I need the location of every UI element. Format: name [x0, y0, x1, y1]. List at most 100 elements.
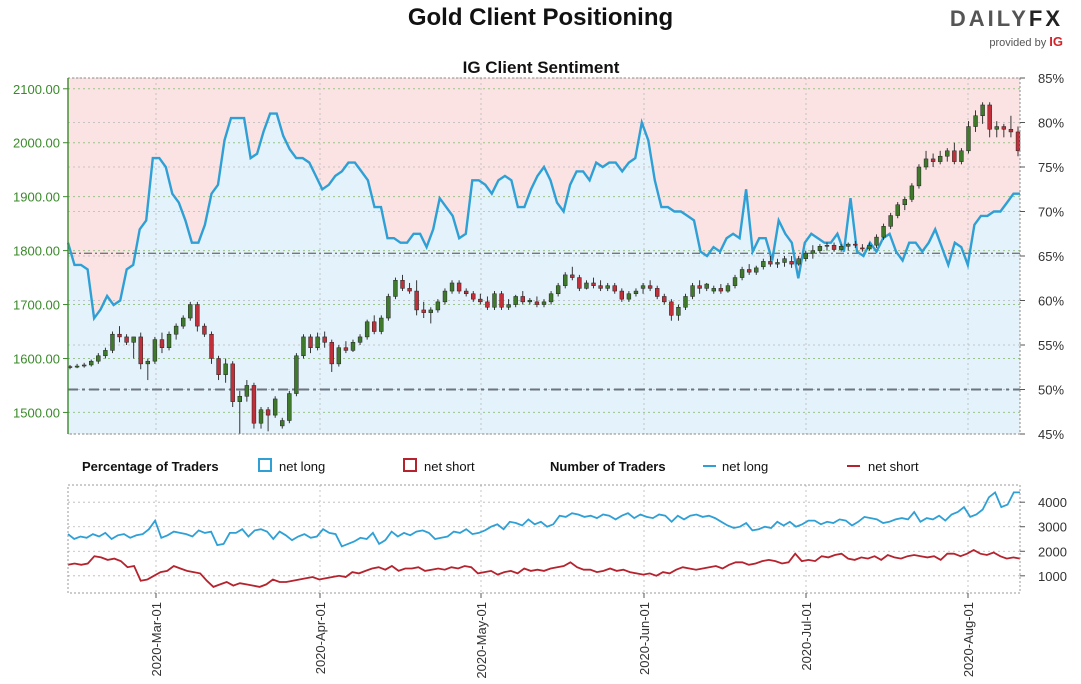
candle-body: [570, 274, 575, 278]
price-candle: [888, 212, 893, 230]
price-candle: [725, 282, 731, 293]
price-candle: [923, 150, 929, 170]
candle-body: [548, 293, 554, 303]
candle-body: [195, 304, 200, 327]
price-candle: [605, 282, 610, 292]
price-candle: [386, 293, 391, 321]
price-tick-label: 1500.00: [13, 405, 60, 420]
candle-body: [1015, 131, 1021, 152]
price-candle: [216, 355, 221, 381]
main-axes: 1500.00 1600.00 1700.00 1800.00 1900.00 2000.…: [13, 71, 1064, 442]
price-tick-label: 1900.00: [13, 190, 60, 205]
candle-body: [89, 360, 94, 366]
candle-body: [662, 296, 667, 303]
candle-body: [202, 325, 207, 335]
candle-body: [103, 350, 108, 357]
candle-body: [357, 336, 363, 343]
legend-pct-long-label: net long: [279, 459, 325, 474]
price-candle: [846, 242, 851, 251]
candle-body: [379, 317, 384, 332]
price-candle: [662, 293, 667, 305]
gold-price-candles: [67, 102, 1021, 434]
logo-ig: IG: [1049, 34, 1063, 49]
candle-body: [272, 398, 278, 416]
candle-body: [301, 336, 306, 357]
legend: Percentage of Traders net long net short…: [82, 458, 919, 474]
price-candle: [336, 345, 342, 367]
pct-tick-label: 65%: [1038, 249, 1064, 264]
traders-tick-label: 2000: [1038, 544, 1067, 559]
candle-body: [895, 204, 900, 216]
price-candle: [485, 296, 490, 310]
price-candle: [421, 301, 426, 319]
candle-body: [718, 288, 724, 292]
price-candle: [463, 288, 469, 297]
price-candle: [471, 291, 476, 302]
candle-body: [874, 236, 879, 246]
pct-tick-label: 45%: [1038, 427, 1064, 442]
candle-body: [640, 285, 646, 289]
candle-body: [584, 282, 589, 289]
pct-tick-label: 75%: [1038, 160, 1064, 175]
price-candle: [909, 183, 915, 203]
candle-body: [846, 243, 851, 247]
price-tick-label: 1800.00: [13, 244, 60, 259]
candle-body: [563, 274, 568, 286]
candle-body: [471, 293, 476, 300]
candle-body: [973, 115, 978, 127]
price-candle: [499, 291, 504, 310]
candle-body: [442, 290, 448, 303]
price-candle: [895, 202, 900, 219]
candle-body: [782, 258, 787, 263]
price-candle: [619, 288, 625, 302]
legend-num-short-label: net short: [868, 459, 919, 474]
candle-body: [124, 336, 129, 343]
price-candle: [534, 296, 540, 308]
price-candle: [357, 334, 363, 345]
net-long-percentage-line: [66, 112, 1020, 322]
pct-tick-label: 50%: [1038, 383, 1064, 398]
pct-tick-label: 85%: [1038, 71, 1064, 86]
price-candle: [251, 382, 257, 429]
chart-title: Gold Client Positioning: [407, 4, 674, 31]
price-candle: [541, 299, 547, 308]
traders-axes: 1000 2000 3000 4000: [67, 484, 1067, 594]
price-candle: [761, 258, 766, 270]
candle-body: [315, 336, 320, 348]
candle-body: [754, 267, 759, 273]
price-candle: [209, 331, 214, 364]
price-candle: [831, 242, 837, 252]
price-candle: [513, 294, 518, 308]
price-candle: [188, 301, 193, 321]
price-candle: [442, 288, 448, 305]
net-short-traders-line: [67, 548, 1021, 588]
candle-body: [492, 293, 497, 308]
price-candle: [1015, 126, 1021, 157]
price-candle: [124, 334, 129, 345]
price-candle: [117, 326, 122, 343]
candle-body: [478, 298, 483, 303]
price-candle: [987, 102, 992, 138]
price-candle: [704, 282, 709, 292]
price-candle: [683, 293, 688, 310]
price-candle: [732, 274, 738, 289]
date-axis-labels: 2020-Mar-01 2020-Apr-01 2020-May-01 2020-Ju…: [149, 593, 976, 679]
price-candle: [555, 282, 561, 297]
price-candle: [548, 291, 554, 305]
price-candle: [280, 417, 285, 429]
price-tick-label: 2000.00: [13, 136, 60, 151]
price-candle: [902, 196, 907, 211]
candle-body: [244, 385, 250, 397]
date-tick-label: 2020-Mar-01: [149, 602, 164, 676]
candle-body: [633, 290, 639, 295]
candle-body: [131, 336, 136, 343]
candle-body: [598, 285, 603, 289]
price-candle: [563, 272, 568, 289]
price-candle: [916, 164, 922, 189]
candle-body: [739, 269, 745, 278]
price-candle: [96, 353, 101, 364]
candle-body: [930, 158, 936, 162]
candle-body: [308, 336, 313, 348]
price-candle: [379, 315, 384, 335]
